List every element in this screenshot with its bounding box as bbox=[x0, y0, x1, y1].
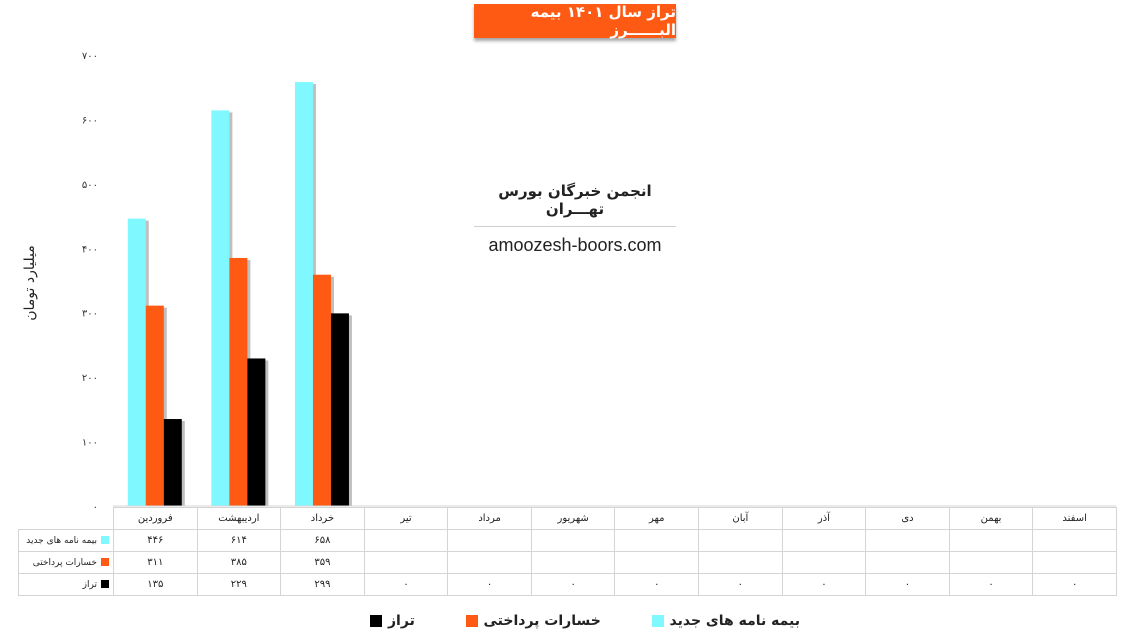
table-row: خسارات پرداختی ۳۱۱ ۳۸۵ ۳۵۹ bbox=[18, 551, 1117, 574]
table-corner bbox=[18, 507, 114, 530]
legend-item: بیمه نامه های جدید bbox=[651, 613, 800, 629]
data-label: ۰ bbox=[447, 573, 532, 596]
data-label bbox=[447, 551, 532, 574]
data-label: ۴۴۶ bbox=[113, 529, 198, 552]
watermark-site: amoozesh-boors.com bbox=[488, 235, 662, 255]
data-table: فروردین اردیبهشت خرداد تیر مرداد شهریور مهر آبا… bbox=[18, 507, 1117, 596]
data-label: ۰ bbox=[865, 573, 950, 596]
y-tick-label: ۵۰۰ bbox=[82, 180, 98, 191]
legend-swatch bbox=[465, 615, 478, 627]
data-label bbox=[1032, 529, 1117, 552]
y-tick-label: ۱۰۰ bbox=[82, 438, 98, 449]
data-label: ۰ bbox=[614, 573, 700, 596]
data-label: ۰ bbox=[698, 573, 783, 596]
bar bbox=[211, 110, 230, 506]
legend-label: بیمه نامه های جدید bbox=[669, 613, 800, 629]
bar bbox=[163, 419, 182, 506]
y-tick-label: ۲۰۰ bbox=[82, 373, 98, 384]
row-label-text: بیمه نامه های جدید bbox=[26, 535, 97, 546]
x-tick-label: مرداد bbox=[447, 507, 532, 530]
data-label: ۰ bbox=[1032, 573, 1117, 596]
table-row-label: بیمه نامه های جدید bbox=[18, 529, 114, 552]
bars bbox=[127, 82, 352, 507]
x-tick-label: اسفند bbox=[1032, 507, 1117, 530]
data-label: ۰ bbox=[948, 573, 1034, 596]
x-tick-label: تیر bbox=[363, 507, 449, 530]
table-row-label: تراز bbox=[18, 573, 114, 596]
legend-item: تراز bbox=[370, 613, 415, 629]
x-tick-label: خرداد bbox=[280, 507, 365, 530]
data-label bbox=[363, 529, 449, 552]
data-label: ۱۳۵ bbox=[113, 573, 198, 596]
legend-swatch bbox=[370, 615, 382, 627]
table-row: بیمه نامه های جدید ۴۴۶ ۶۱۴ ۶۵۸ bbox=[18, 529, 1117, 552]
table-header-row: فروردین اردیبهشت خرداد تیر مرداد شهریور مهر آبا… bbox=[18, 507, 1117, 530]
legend-swatch bbox=[651, 615, 664, 627]
y-tick-label: ۶۰۰ bbox=[82, 115, 98, 126]
data-label: ۳۵۹ bbox=[280, 551, 365, 574]
data-label: ۰ bbox=[363, 573, 449, 596]
data-label bbox=[865, 529, 950, 552]
data-label bbox=[698, 551, 783, 574]
legend-label: تراز bbox=[388, 613, 415, 629]
y-tick-label: ۳۰۰ bbox=[82, 309, 98, 320]
data-label bbox=[447, 529, 532, 552]
row-label-text: خسارات پرداختی bbox=[32, 557, 97, 568]
x-tick-label: آبان bbox=[698, 507, 783, 530]
bar bbox=[127, 218, 146, 507]
bar bbox=[247, 358, 266, 506]
row-label-text: تراز bbox=[82, 579, 97, 590]
data-label bbox=[698, 529, 783, 552]
table-row: تراز ۱۳۵ ۲۲۹ ۲۹۹ ۰ ۰ ۰ ۰ ۰ ۰ ۰ ۰ ۰ bbox=[18, 573, 1117, 596]
data-label bbox=[363, 551, 449, 574]
data-label bbox=[781, 551, 867, 574]
data-label: ۳۱۱ bbox=[113, 551, 198, 574]
row-swatch bbox=[101, 536, 109, 544]
bar bbox=[330, 313, 349, 506]
y-tick-label: ۴۰۰ bbox=[82, 244, 98, 255]
x-tick-label: بهمن bbox=[948, 507, 1034, 530]
bar bbox=[312, 274, 331, 506]
x-tick-label: فروردین bbox=[113, 507, 198, 530]
data-label bbox=[865, 551, 950, 574]
bar bbox=[145, 305, 164, 506]
data-label: ۶۱۴ bbox=[196, 529, 282, 552]
data-label: ۰ bbox=[781, 573, 867, 596]
data-label bbox=[781, 529, 867, 552]
row-swatch bbox=[101, 580, 109, 588]
x-tick-label: اردیبهشت bbox=[196, 507, 282, 530]
data-label bbox=[614, 529, 700, 552]
data-label: ۰ bbox=[530, 573, 616, 596]
y-tick-label: ۷۰۰ bbox=[82, 51, 98, 62]
watermark: انجمن خبرگان بورس تهـــران amoozesh-boor… bbox=[474, 182, 676, 256]
data-label bbox=[530, 551, 616, 574]
x-tick-label: شهریور bbox=[530, 507, 616, 530]
row-swatch bbox=[101, 558, 109, 566]
data-label bbox=[948, 529, 1034, 552]
data-label bbox=[614, 551, 700, 574]
legend-item: خسارات پرداختی bbox=[465, 613, 601, 629]
watermark-org: انجمن خبرگان بورس تهـــران bbox=[474, 182, 676, 227]
table-row-label: خسارات پرداختی bbox=[18, 551, 114, 574]
legend: بیمه نامه های جدید خسارات پرداختی تراز bbox=[370, 611, 800, 631]
data-label: ۲۲۹ bbox=[196, 573, 282, 596]
data-label bbox=[948, 551, 1034, 574]
bar bbox=[294, 82, 313, 506]
data-label bbox=[530, 529, 616, 552]
x-tick-label: آذر bbox=[781, 507, 867, 530]
legend-label: خسارات پرداختی bbox=[483, 613, 601, 629]
data-label bbox=[1032, 551, 1117, 574]
data-label: ۳۸۵ bbox=[196, 551, 282, 574]
data-label: ۶۵۸ bbox=[280, 529, 365, 552]
data-label: ۲۹۹ bbox=[280, 573, 365, 596]
chart-title: تراز سال ۱۴۰۱ بیمه البــــــرز bbox=[474, 3, 676, 39]
x-tick-label: مهر bbox=[614, 507, 700, 530]
x-tick-label: دی bbox=[865, 507, 950, 530]
bar bbox=[229, 257, 248, 506]
